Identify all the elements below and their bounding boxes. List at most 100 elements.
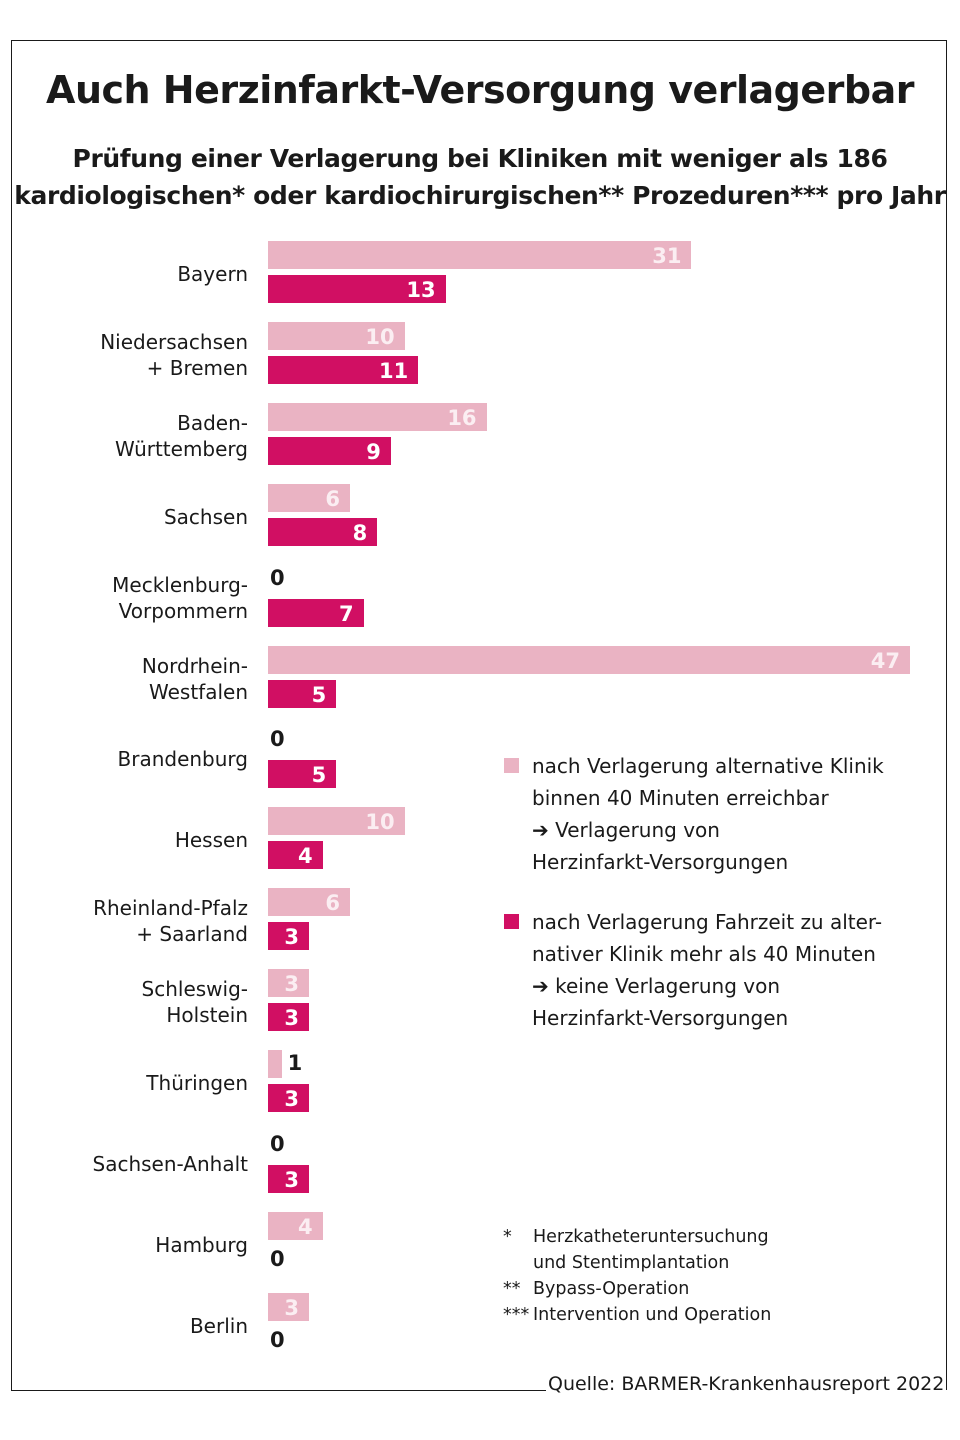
footnote-mark: ** — [503, 1279, 521, 1299]
frame-bottom-line — [11, 1390, 546, 1391]
category-label-line: Thüringen — [146, 1071, 248, 1095]
legend-text: nach Verlagerung Fahrzeit zu alter- — [532, 910, 883, 934]
category-label-line: Sachsen-Anhalt — [92, 1151, 249, 1176]
data-label: 3 — [284, 1295, 299, 1320]
subtitle-line: Prüfung einer Verlagerung bei Kliniken m… — [72, 144, 888, 173]
category-label: Thüringen — [146, 1070, 248, 1096]
data-label: 10 — [365, 324, 395, 349]
bar-relocation-possible — [268, 969, 309, 998]
category-label-line: Niedersachsen — [100, 329, 248, 354]
data-label: 3 — [284, 925, 299, 950]
legend-swatch — [504, 914, 519, 929]
bar-relocation-possible — [268, 483, 350, 512]
data-label: 13 — [406, 278, 436, 302]
chart-title: Auch Herzinfarkt-Versorgung verlagerbar — [46, 68, 914, 112]
category-label: Sachsen-Anhalt — [93, 1151, 249, 1177]
legend-item: nach Verlagerung alternative Klinik binne… — [504, 750, 884, 878]
data-label: 7 — [338, 601, 354, 626]
category-label-line: Hamburg — [155, 1232, 248, 1257]
data-label: 9 — [366, 439, 381, 464]
legend-text: ➔ Verlagerung von — [532, 818, 720, 842]
category-label-line: Schleswig- — [141, 977, 248, 1002]
data-label: 16 — [447, 405, 477, 430]
bar-relocation-possible — [268, 1050, 282, 1078]
category-label-line: Württemberg — [115, 436, 248, 461]
bar-relocation-possible — [268, 241, 692, 269]
category-label: Nordrhein- Westfalen — [142, 653, 248, 705]
category-label-line: Rheinland-Pfalz — [93, 896, 248, 921]
bar-no-relocation — [268, 1164, 309, 1193]
footnote: ** Bypass-Operation — [503, 1276, 771, 1302]
bar-no-relocation — [268, 275, 446, 303]
category-label: Mecklenburg- Vorpommern — [112, 572, 248, 624]
data-label: 8 — [352, 520, 368, 545]
data-label: 6 — [325, 486, 340, 511]
legend-text: nach Verlagerung alternative Klinik — [532, 754, 884, 778]
bar-relocation-possible — [268, 645, 910, 674]
data-label: 0 — [270, 1131, 285, 1156]
category-label-line: + Saarland — [136, 922, 248, 947]
category-label: Baden- Württemberg — [115, 410, 248, 462]
category-label: Hessen — [175, 827, 248, 853]
chart-subtitle: Prüfung einer Verlagerung bei Kliniken m… — [0, 140, 960, 214]
category-label-line: + Bremen — [146, 355, 248, 380]
bar-relocation-possible — [268, 321, 405, 350]
bar-no-relocation — [268, 436, 391, 465]
category-label-line: Bayern — [177, 262, 248, 286]
bar-relocation-possible — [268, 402, 487, 431]
category-label-line: Holstein — [166, 1003, 248, 1028]
data-label: 6 — [325, 891, 340, 916]
category-label: Sachsen — [164, 504, 248, 530]
data-label: 0 — [270, 565, 285, 590]
footnote-text: Intervention und Operation — [533, 1305, 772, 1325]
bar-no-relocation — [268, 1003, 309, 1032]
legend-swatch — [504, 758, 519, 773]
footnote-text: und Stentimplantation — [533, 1253, 730, 1273]
legend-text: Herzinfarkt-Versorgungen — [532, 850, 789, 874]
footnote-mark: *** — [503, 1305, 530, 1325]
data-label: 4 — [298, 844, 313, 869]
legend-text: binnen 40 Minuten erreichbar — [532, 786, 829, 810]
data-label: 11 — [379, 358, 409, 383]
bar-no-relocation — [268, 679, 337, 708]
data-label: 3 — [284, 972, 299, 997]
bar-relocation-possible — [268, 888, 350, 917]
category-label: Berlin — [190, 1313, 248, 1339]
category-label-line: Vorpommern — [118, 598, 248, 623]
legend-text: ➔ keine Verlagerung von — [532, 974, 781, 998]
category-label-line: Hessen — [174, 828, 248, 853]
data-label: 47 — [870, 648, 900, 673]
chart-frame — [11, 40, 947, 1390]
data-label: 5 — [311, 763, 327, 788]
bar-no-relocation — [268, 598, 364, 627]
data-label: 0 — [270, 727, 285, 752]
bar-no-relocation — [268, 760, 337, 789]
bar-no-relocation — [268, 922, 309, 951]
category-label-line: Nordrhein- — [141, 653, 248, 678]
footnotes: * Herzkatheteruntersuchung und Stentimplan… — [503, 1224, 771, 1328]
bar-relocation-possible — [268, 1292, 309, 1321]
subtitle-line: kardiologischen* oder kardiochirurgische… — [14, 181, 946, 210]
data-label: 3 — [284, 1167, 299, 1192]
data-label: 10 — [365, 810, 395, 835]
category-label: Hamburg — [155, 1232, 248, 1258]
footnote-text: Herzkatheteruntersuchung — [533, 1227, 769, 1247]
legend-text: Herzinfarkt-Versorgungen — [532, 1006, 789, 1030]
footnote-text: Bypass-Operation — [533, 1279, 690, 1299]
data-label: 0 — [270, 1246, 285, 1271]
bar-no-relocation — [268, 517, 378, 546]
category-label-line: Baden- — [177, 410, 248, 435]
category-label: Brandenburg — [118, 746, 249, 772]
footnote-mark: * — [503, 1227, 512, 1247]
bar-relocation-possible — [268, 1211, 323, 1240]
bar-relocation-possible — [268, 807, 405, 836]
category-label-line: Westfalen — [148, 679, 248, 704]
bar-no-relocation — [268, 355, 419, 384]
data-label: 0 — [270, 1327, 285, 1352]
category-label-line: Mecklenburg- — [112, 572, 248, 597]
legend: nach Verlagerung alternative Klinik binne… — [504, 750, 884, 1062]
category-label-line: Brandenburg — [117, 747, 249, 772]
footnote-mark — [503, 1250, 533, 1276]
footnote: *** Intervention und Operation — [503, 1302, 771, 1328]
